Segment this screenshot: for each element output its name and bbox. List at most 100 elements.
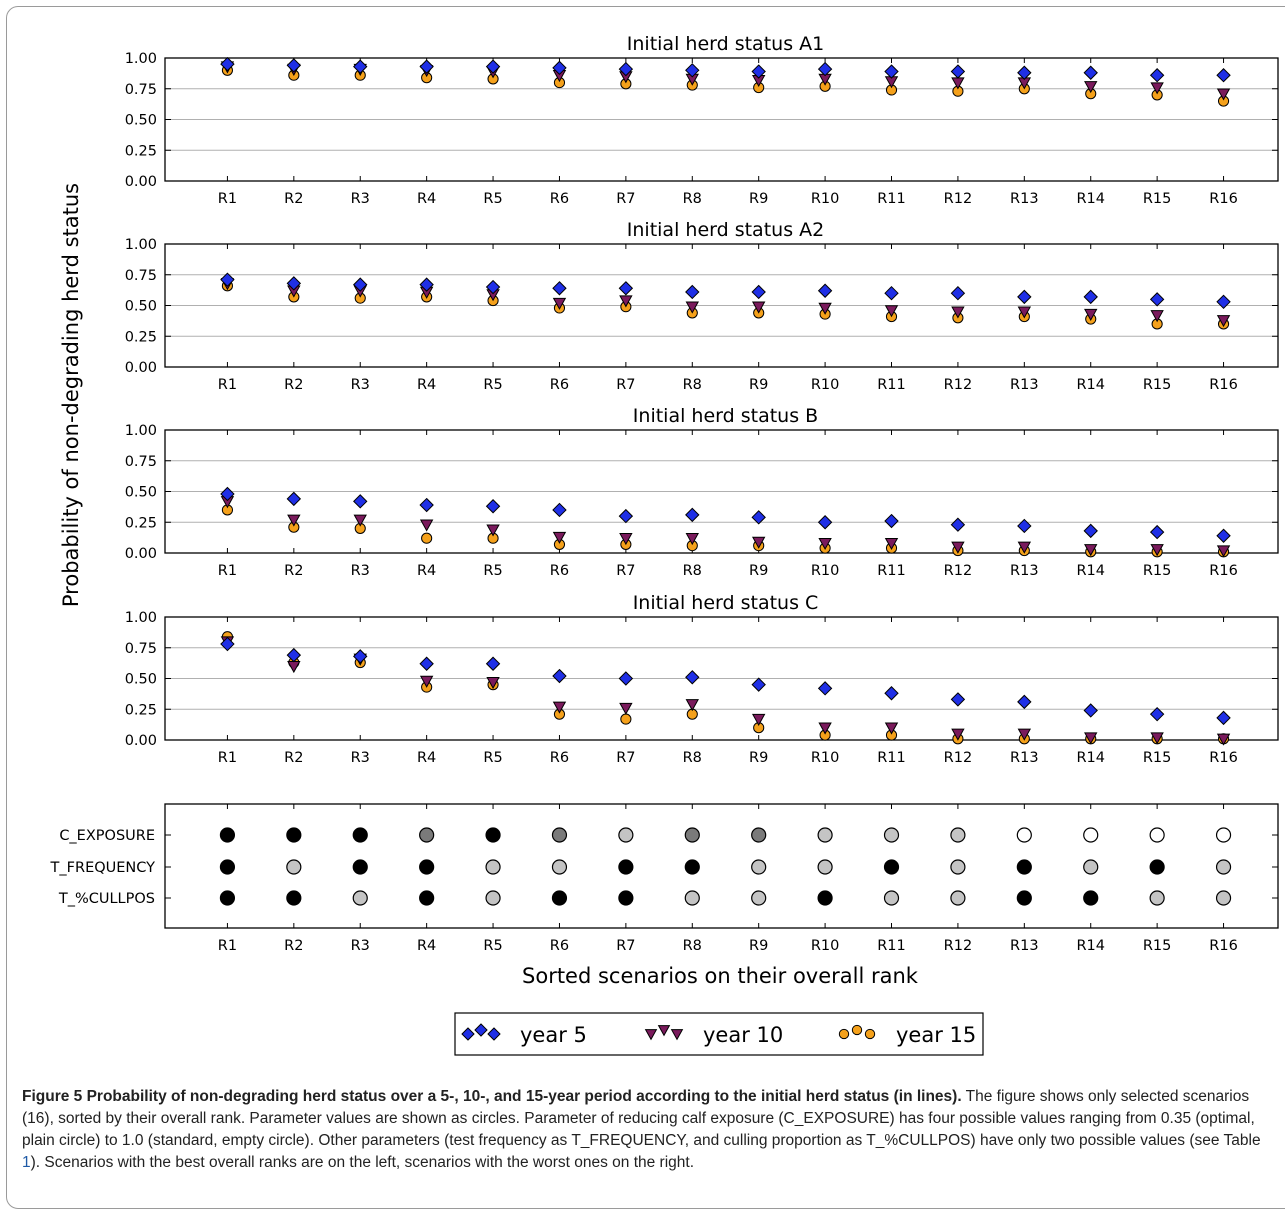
point-diamond xyxy=(751,284,766,300)
point-triangle xyxy=(1017,306,1032,319)
x-tick-label: R8 xyxy=(683,563,702,579)
point-triangle xyxy=(1216,545,1231,558)
parameter-value-circle xyxy=(1149,890,1165,906)
x-tick-label: R11 xyxy=(877,938,906,954)
parameter-value-circle xyxy=(684,827,700,843)
x-tick-label: R1 xyxy=(218,938,237,954)
x-tick-label: R12 xyxy=(944,191,973,207)
y-tick-label: 0.00 xyxy=(125,546,157,562)
y-tick-label: 1.00 xyxy=(125,51,157,67)
point-triangle xyxy=(884,305,899,318)
y-tick-label: 0.50 xyxy=(125,299,157,315)
legend-label: year 15 xyxy=(896,1023,976,1047)
x-tick-label: R11 xyxy=(877,750,906,766)
panel-2: 0.00 0.25 0.50 0.75 1.00 Initial herd status … xyxy=(125,219,1279,393)
plot-frame xyxy=(164,803,1279,929)
plot-frame xyxy=(164,616,1279,741)
plot-frame xyxy=(164,243,1279,368)
point-diamond xyxy=(817,515,833,530)
y-tick-label: 0.00 xyxy=(125,360,157,376)
parameter-value-circle xyxy=(419,859,435,875)
point-diamond xyxy=(1149,706,1165,722)
x-tick-label: R9 xyxy=(749,938,768,954)
point-diamond xyxy=(353,494,368,509)
panel-3: 0.00 0.25 0.50 0.75 1.00 Initial herd status … xyxy=(125,405,1279,579)
parameter-value-circle xyxy=(485,827,501,843)
parameter-value-circle xyxy=(1016,827,1032,843)
point-diamond xyxy=(618,671,634,686)
parameter-value-circle xyxy=(684,859,700,875)
table-reference-link[interactable]: 1 xyxy=(22,1154,31,1171)
point-diamond xyxy=(1149,68,1165,83)
point-diamond xyxy=(485,656,501,671)
x-tick-label: R8 xyxy=(683,750,702,766)
point-triangle xyxy=(884,537,899,551)
point-diamond xyxy=(1216,710,1231,726)
point-diamond xyxy=(485,59,501,74)
point-diamond xyxy=(419,656,434,671)
point-triangle xyxy=(818,537,832,551)
point-circle xyxy=(421,532,433,544)
point-diamond xyxy=(950,64,966,79)
x-tick-label: R16 xyxy=(1209,938,1238,954)
parameter-value-circle xyxy=(618,890,634,906)
point-triangle xyxy=(685,301,699,314)
parameter-label: T_FREQUENCY xyxy=(50,860,156,876)
x-tick-label: R5 xyxy=(483,377,502,393)
parameter-value-circle xyxy=(1215,859,1232,875)
point-diamond xyxy=(618,281,634,296)
legend-marker-diamond xyxy=(461,1027,475,1041)
point-diamond xyxy=(1216,68,1231,83)
legend-label: year 5 xyxy=(520,1023,587,1047)
parameter-value-circle xyxy=(219,859,236,875)
chart-panels: 0.00 0.25 0.50 0.75 1.00 Initial herd status … xyxy=(50,33,1279,954)
point-diamond xyxy=(1017,65,1032,80)
point-triangle xyxy=(685,699,699,712)
point-triangle xyxy=(751,536,766,549)
y-axis-label: Probability of non-degrading herd status xyxy=(59,183,83,607)
parameter-value-circle xyxy=(817,827,833,843)
point-diamond xyxy=(419,277,434,292)
legend-marker-diamond xyxy=(487,1027,501,1041)
x-tick-label: R4 xyxy=(417,563,436,579)
parameter-value-circle xyxy=(1083,890,1099,906)
parameter-value-circle xyxy=(352,890,368,906)
point-triangle xyxy=(1084,544,1098,557)
parameter-value-circle xyxy=(1149,827,1165,843)
point-diamond xyxy=(817,283,833,298)
x-tick-label: R7 xyxy=(616,377,635,393)
x-tick-label: R14 xyxy=(1076,938,1105,954)
x-tick-label: R7 xyxy=(616,563,635,579)
point-diamond xyxy=(485,279,501,295)
parameter-value-circle xyxy=(883,890,900,906)
plot-frame xyxy=(164,57,1279,182)
point-diamond xyxy=(884,64,899,79)
point-diamond xyxy=(353,649,368,664)
point-diamond xyxy=(286,491,302,507)
point-diamond xyxy=(817,61,833,77)
point-diamond xyxy=(485,499,501,514)
x-tick-label: R7 xyxy=(616,750,635,766)
x-tick-label: R8 xyxy=(683,191,702,207)
point-triangle xyxy=(419,519,434,532)
point-diamond xyxy=(884,285,899,301)
x-tick-label: R13 xyxy=(1010,563,1039,579)
point-triangle xyxy=(287,661,301,674)
x-tick-label: R14 xyxy=(1076,750,1105,766)
parameter-value-circle xyxy=(286,859,302,875)
point-diamond xyxy=(1017,289,1032,305)
point-triangle xyxy=(1150,310,1164,323)
point-triangle xyxy=(951,541,965,554)
point-triangle xyxy=(1017,728,1032,741)
x-tick-label: R16 xyxy=(1209,377,1238,393)
legend-marker-triangle xyxy=(670,1029,684,1041)
point-diamond xyxy=(220,56,235,72)
x-tick-label: R3 xyxy=(351,191,370,207)
point-triangle xyxy=(685,533,699,546)
x-axis-label: Sorted scenarios on their overall rank xyxy=(522,964,919,988)
y-tick-label: 0.25 xyxy=(125,515,157,531)
point-triangle xyxy=(951,728,965,741)
point-diamond xyxy=(950,517,966,532)
legend-marker-circle xyxy=(838,1028,850,1040)
